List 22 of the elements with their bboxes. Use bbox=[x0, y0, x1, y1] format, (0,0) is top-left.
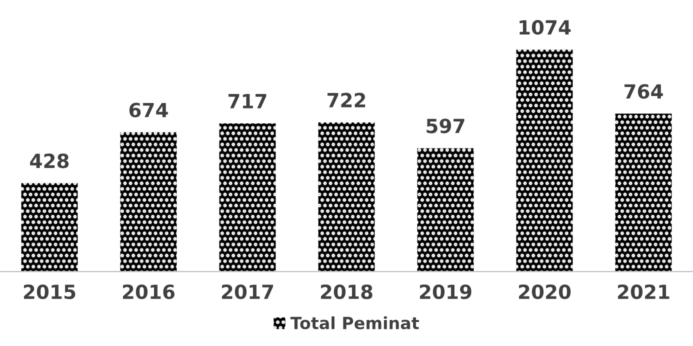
legend-label: Total Peminat bbox=[290, 316, 419, 330]
data-label: 717 bbox=[228, 94, 266, 108]
bar bbox=[318, 122, 375, 272]
x-tick-label: 2016 bbox=[122, 284, 175, 300]
data-label: 674 bbox=[129, 102, 168, 118]
data-label: 722 bbox=[328, 92, 366, 108]
bar bbox=[21, 183, 78, 272]
bar bbox=[219, 123, 276, 272]
bar bbox=[615, 114, 672, 272]
bar bbox=[120, 132, 177, 272]
bar bbox=[417, 148, 474, 272]
x-tick-label: 2017 bbox=[222, 284, 274, 300]
x-tick-label: 2021 bbox=[618, 284, 670, 300]
data-label: 597 bbox=[426, 118, 464, 134]
x-tick-label: 2020 bbox=[518, 284, 571, 300]
x-tick-label: 2019 bbox=[420, 284, 472, 300]
data-label: 764 bbox=[624, 84, 663, 99]
x-tick-label: 2015 bbox=[24, 284, 76, 300]
data-label: 428 bbox=[30, 154, 69, 168]
bar bbox=[516, 50, 573, 272]
data-label: 1074 bbox=[520, 20, 571, 35]
x-tick-label: 2018 bbox=[320, 284, 372, 300]
